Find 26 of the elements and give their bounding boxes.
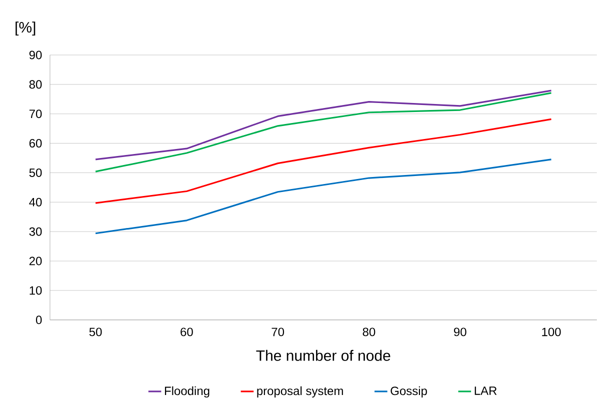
y-tick-label: 90 [29,50,42,60]
x-tick-label: 70 [272,328,284,336]
line-series [94,90,552,160]
legend-label: LAR [474,386,497,395]
y-tick-label: 60 [29,139,42,148]
y-tick-label: 50 [29,168,42,178]
x-tick-label: 100 [542,328,561,336]
line-series [94,92,552,172]
y-tick-label: 70 [29,110,42,118]
y-tick-label: 10 [30,286,42,295]
legend-label: proposal system [257,386,343,398]
legend-label: Flooding [164,386,210,398]
line-series [94,118,552,204]
x-tick-label: 50 [89,328,102,336]
line-series [94,158,552,234]
y-tick-label: 20 [29,256,42,266]
x-tick-label: 60 [180,328,193,336]
x-tick-label: 80 [362,328,376,336]
x-tick-label: 90 [454,328,466,336]
y-tick-label: 40 [29,198,42,206]
x-axis-title: The number of node [256,350,390,361]
y-tick-label: 0 [36,316,42,324]
legend-label: Gossip [390,386,427,398]
y-tick-label: 30 [29,227,42,236]
y-axis-title: [%] [16,22,36,36]
y-tick-label: 80 [29,80,42,89]
